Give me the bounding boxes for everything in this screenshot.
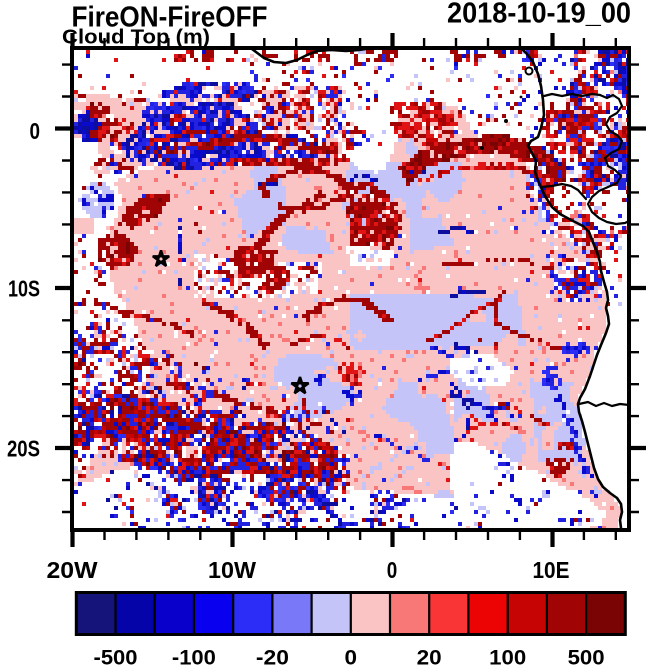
svg-text:10E: 10E <box>533 557 570 583</box>
svg-text:FireON-FireOFF: FireON-FireOFF <box>72 2 268 34</box>
svg-text:20S: 20S <box>7 436 40 462</box>
svg-text:20W: 20W <box>47 557 98 583</box>
svg-text:0: 0 <box>387 557 398 583</box>
svg-text:20: 20 <box>417 646 442 667</box>
svg-text:0: 0 <box>30 118 41 144</box>
svg-text:10S: 10S <box>8 276 40 302</box>
svg-text:10W: 10W <box>208 557 256 583</box>
svg-text:-20: -20 <box>256 646 289 667</box>
svg-text:Cloud Top (m): Cloud Top (m) <box>62 26 210 49</box>
svg-text:0: 0 <box>345 646 358 667</box>
svg-text:2018-10-19_00: 2018-10-19_00 <box>447 0 631 29</box>
svg-text:-500: -500 <box>94 646 138 667</box>
svg-text:100: 100 <box>489 646 526 667</box>
svg-text:-100: -100 <box>172 646 216 667</box>
svg-text:500: 500 <box>568 646 605 667</box>
